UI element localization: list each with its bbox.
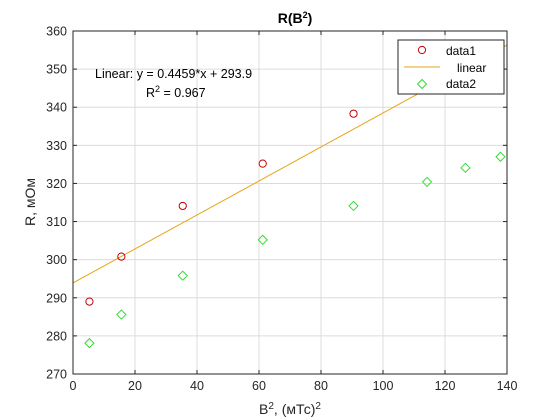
y-tick-label: 280 <box>46 329 67 343</box>
x-axis-label: B2, (мТс)2 <box>259 401 321 418</box>
chart-title: R(B2) <box>278 10 313 26</box>
y-tick-label: 360 <box>46 25 67 39</box>
point-data2 <box>84 337 95 349</box>
x-tick-label: 20 <box>128 379 142 393</box>
point-data1 <box>178 201 187 211</box>
legend: data1 linear data2 <box>397 39 505 95</box>
fit-equation: Linear: y = 0.4459*x + 293.9 <box>95 67 252 81</box>
point-data2 <box>177 270 188 281</box>
fit-r-squared: R2 = 0.967 <box>146 84 206 100</box>
y-tick-label: 350 <box>46 63 67 77</box>
point-data2 <box>421 176 433 188</box>
y-tick-label: 320 <box>46 177 67 191</box>
legend-marker-data2 <box>416 78 428 90</box>
x-tick-label: 40 <box>190 379 204 393</box>
x-tick-label: 100 <box>373 379 394 393</box>
y-tick-label: 270 <box>46 368 67 382</box>
y-tick-label: 290 <box>46 291 67 305</box>
x-tick-label: 60 <box>252 379 266 393</box>
point-data2 <box>348 200 359 212</box>
ticks: 0 20 40 60 80 100 120 140 270 280 290 300 310 320 330 3… <box>46 25 517 394</box>
x-tick-label: 0 <box>70 379 77 393</box>
y-tick-label: 330 <box>46 139 67 153</box>
y-tick-label: 300 <box>46 253 67 267</box>
y-axis-label: R, мОм <box>22 178 38 226</box>
point-data2 <box>257 234 268 246</box>
y-tick-label: 310 <box>46 215 67 229</box>
point-data2 <box>460 162 471 174</box>
legend-label-data2: data2 <box>446 77 476 91</box>
legend-label-data1: data1 <box>446 44 476 58</box>
point-data1 <box>85 297 94 306</box>
legend-marker-data1 <box>417 45 427 55</box>
plot-frame <box>72 30 508 375</box>
x-tick-label: 80 <box>314 379 328 393</box>
legend-label-linear: linear <box>457 61 486 75</box>
point-data1 <box>349 109 358 118</box>
x-tick-label: 140 <box>497 379 518 393</box>
point-data2 <box>495 151 506 162</box>
point-data1 <box>117 252 126 261</box>
x-tick-label: 120 <box>435 379 456 393</box>
point-data2 <box>116 309 127 320</box>
y-tick-label: 340 <box>46 101 67 115</box>
point-data1 <box>258 159 267 168</box>
